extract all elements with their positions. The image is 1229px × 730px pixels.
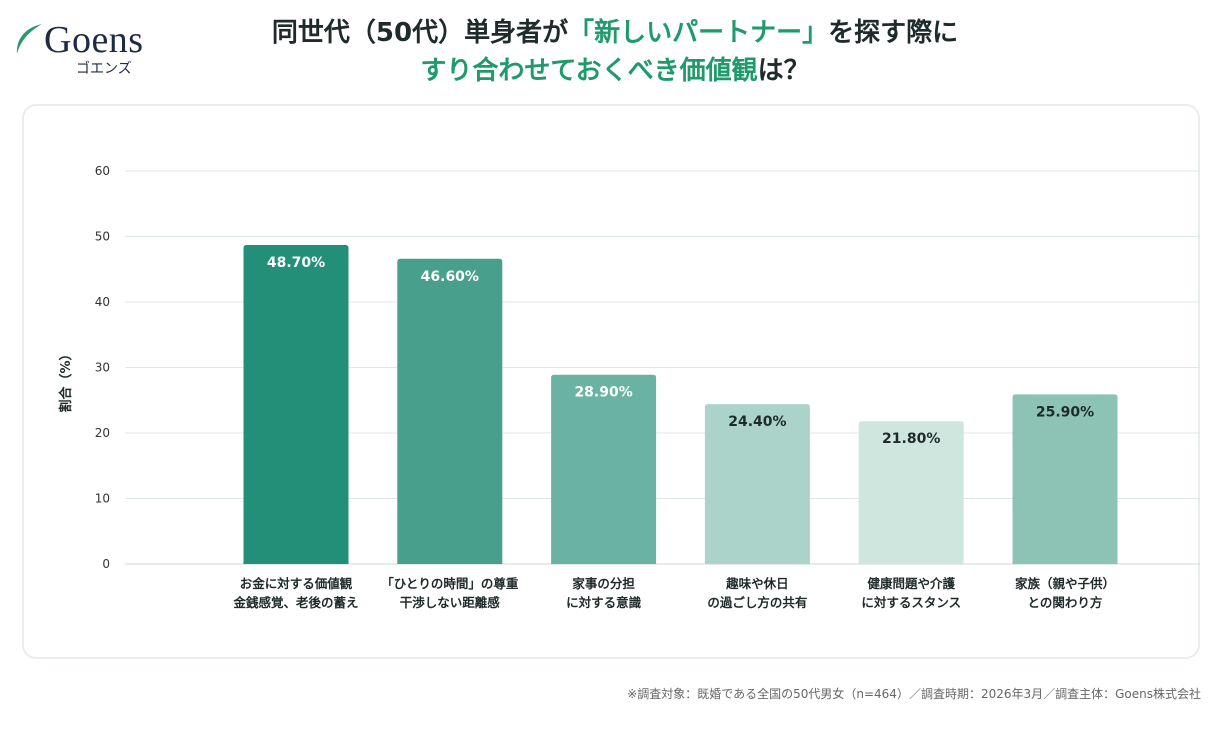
x-tick-label: に対するスタンス	[861, 595, 961, 610]
bar	[397, 258, 503, 564]
bar	[704, 404, 810, 564]
data-label: 25.90%	[1036, 404, 1094, 420]
data-label: 24.40%	[728, 414, 786, 430]
y-tick-label: 40	[95, 295, 110, 309]
title-part: を探す際に	[828, 18, 959, 48]
y-tick-label: 20	[95, 426, 110, 440]
bar	[551, 374, 657, 564]
x-tick-label: に対する意識	[566, 595, 642, 610]
y-tick-label: 0	[102, 557, 110, 571]
x-tick-label: 趣味や休日	[725, 576, 789, 591]
title-part-highlight: 「新しいパートナー」	[568, 18, 829, 48]
data-label: 21.80%	[882, 431, 940, 447]
y-tick-label: 30	[95, 361, 110, 375]
data-label: 28.90%	[574, 385, 632, 401]
chart-card	[22, 104, 1200, 659]
logo-kana: ゴエンズ	[76, 61, 132, 77]
title-part: は？	[757, 56, 810, 86]
x-tick-label: との関わり方	[1028, 595, 1103, 610]
x-tick-label: 家族（親や子供）	[1015, 576, 1115, 591]
x-tick-label: 健康問題や介護	[867, 576, 955, 591]
y-tick-label: 50	[95, 230, 110, 244]
footnote: ※調査対象：既婚である全国の50代男女（n=464）／調査時期：2026年3月／…	[627, 687, 1201, 701]
page-title: 同世代（50代）単身者が「新しいパートナー」を探す際に すり合わせておくべき価値…	[180, 14, 1050, 90]
goens-logo: Goens ゴエンズ	[14, 18, 174, 78]
x-tick-label: 金銭感覚、老後の蓄え	[232, 595, 358, 610]
title-part-highlight: すり合わせておくべき価値観	[420, 56, 758, 86]
x-tick-label: お金に対する価値観	[240, 576, 353, 591]
x-tick-label: 干渉しない距離感	[400, 595, 501, 610]
title-part: 同世代（50代）単身者が	[271, 18, 569, 48]
x-tick-label: 「ひとりの時間」の尊重	[381, 576, 519, 591]
y-tick-label: 60	[95, 164, 110, 178]
y-tick-label: 10	[95, 492, 110, 506]
data-label: 48.70%	[267, 255, 325, 271]
y-axis-label: 割合（%）	[58, 347, 74, 412]
x-tick-label: 家事の分担	[572, 576, 635, 591]
data-label: 46.60%	[421, 269, 479, 285]
bar	[858, 421, 964, 564]
logo-word: Goens	[44, 19, 144, 61]
leaf-icon	[16, 24, 42, 54]
bar	[1012, 394, 1118, 564]
bar	[243, 245, 349, 564]
x-tick-label: の過ごし方の共有	[707, 595, 807, 610]
